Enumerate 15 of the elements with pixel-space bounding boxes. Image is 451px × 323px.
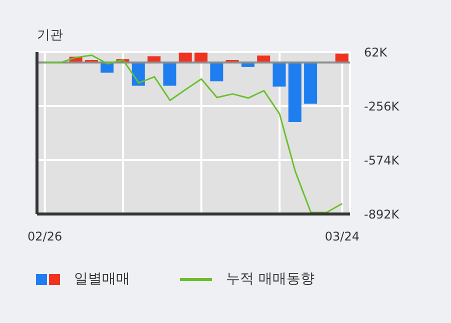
y-tick-label: -892K [364,207,400,222]
chart-title: 기관 [37,27,63,44]
legend-label: 누적 매매동향 [226,270,314,288]
x-tick-label: 03/24 [324,230,360,244]
y-tick-label: -256K [364,99,400,114]
line-series [44,54,343,214]
bar [304,62,318,104]
bar [210,62,224,82]
y-tick-label: 62K [364,45,388,60]
bar [288,62,302,122]
bar [272,62,286,87]
x-tick-label: 02/26 [28,230,62,244]
y-tick-label: -574K [364,153,400,168]
legend-label: 일별매매 [74,270,130,288]
bar [163,62,176,86]
